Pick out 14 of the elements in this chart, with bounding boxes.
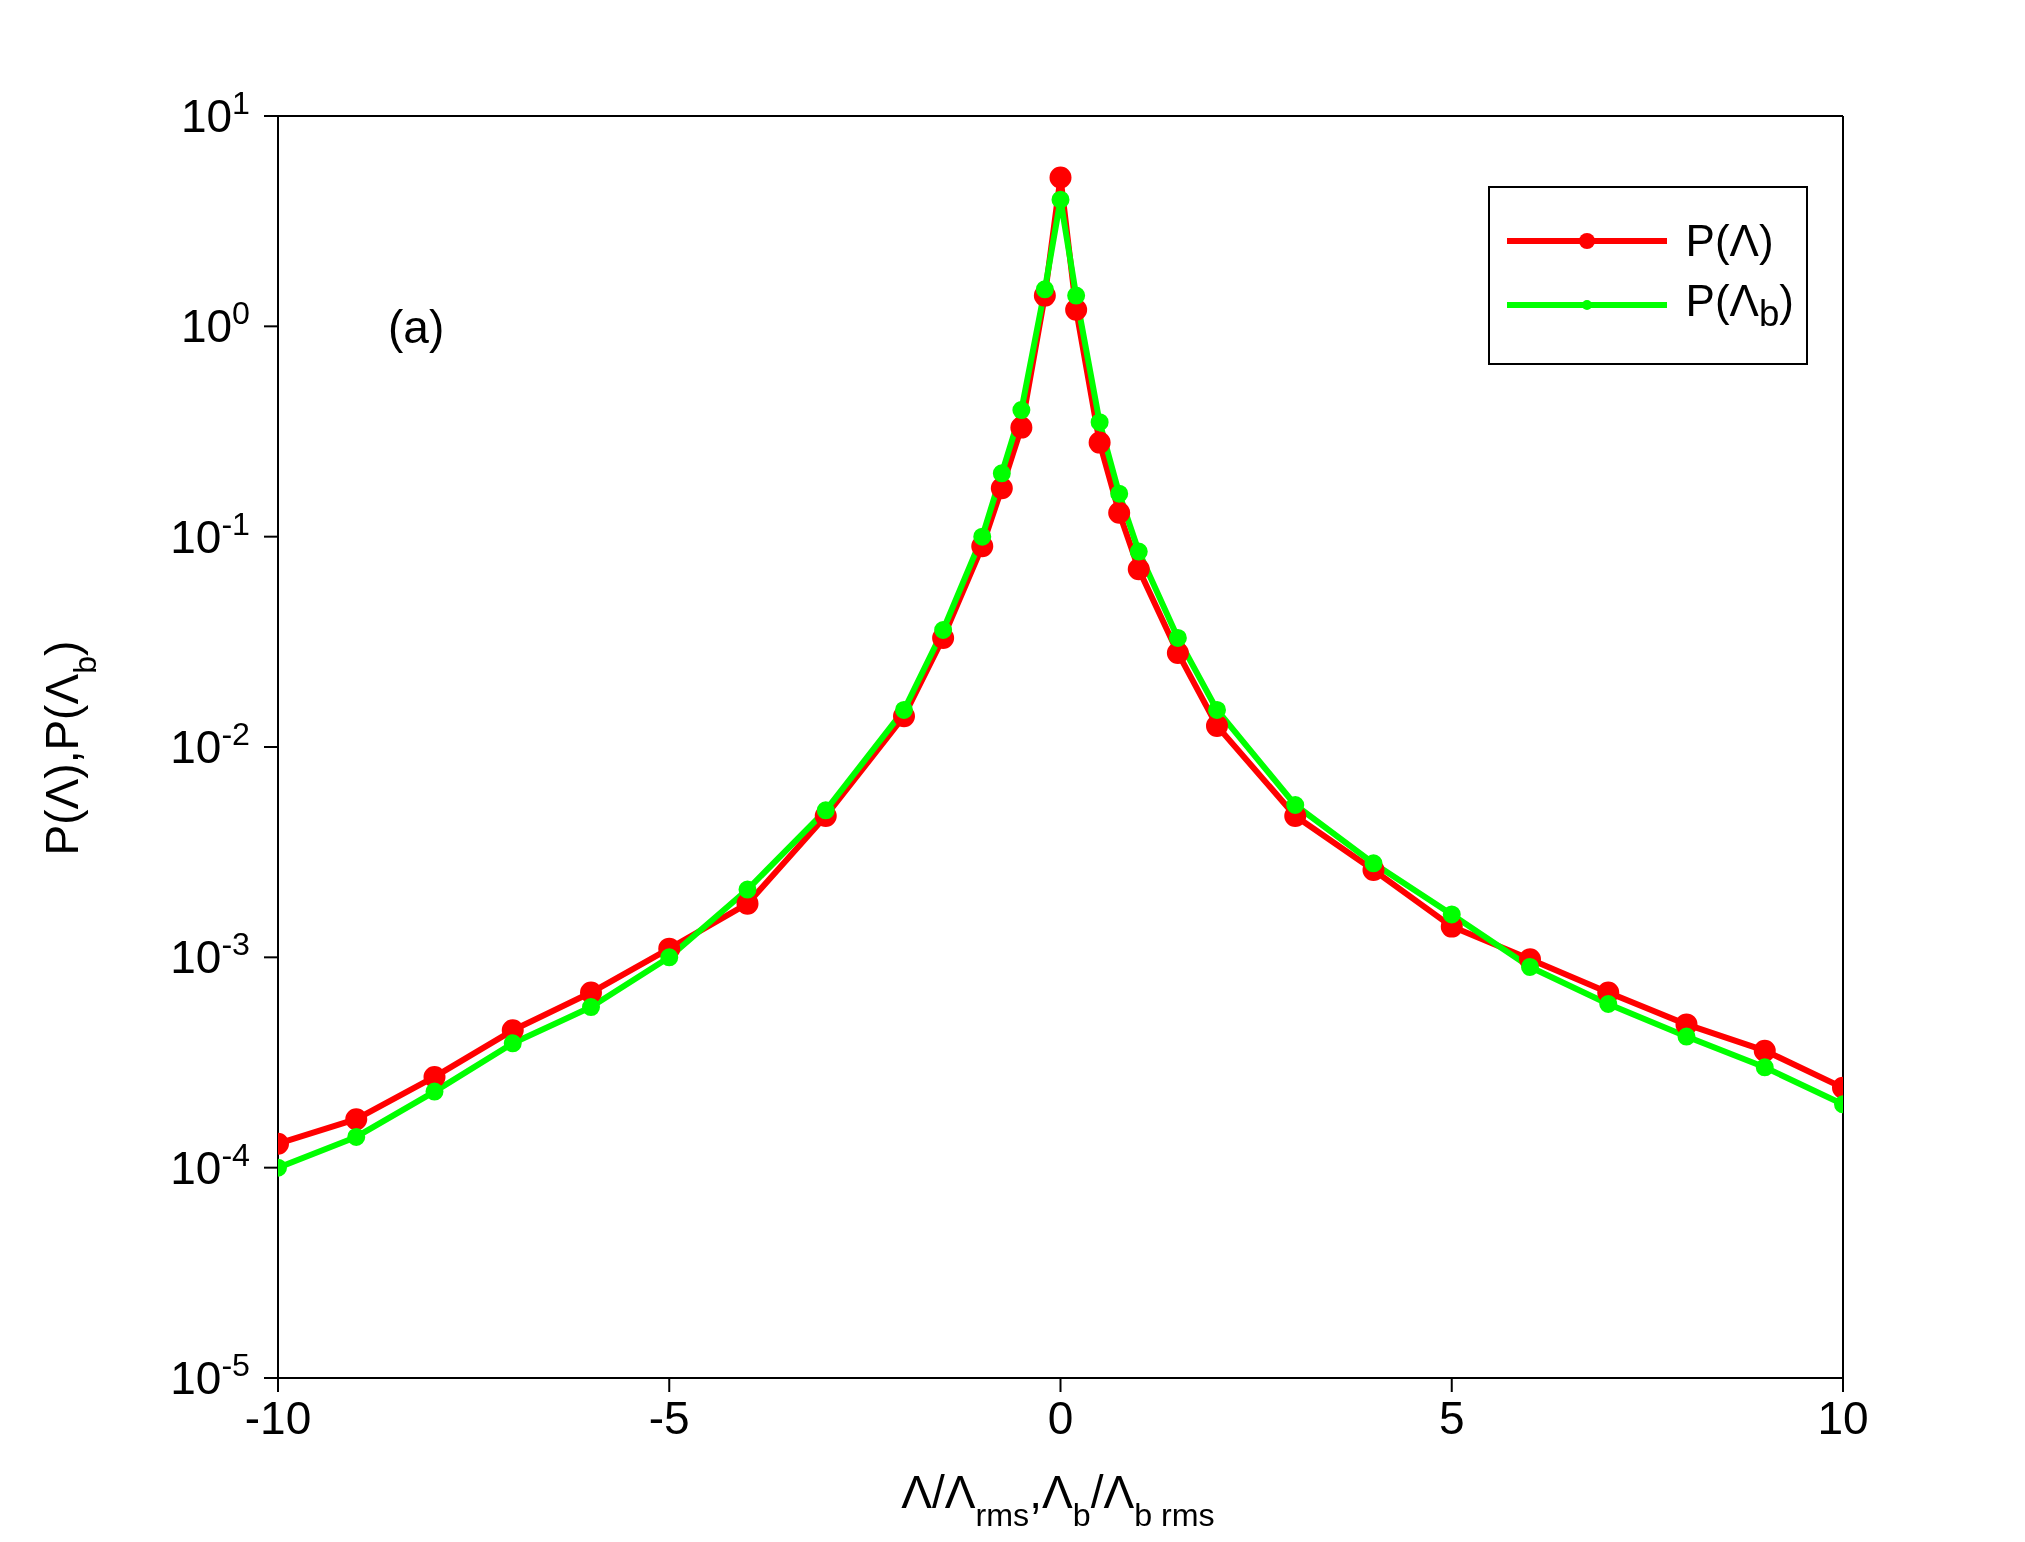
y-tick-label: 10$^{-2}$ <box>170 716 250 773</box>
x-tick-label: 10 <box>1817 1392 1869 1444</box>
y-tick-label: 10$^{-3}$ <box>170 926 250 984</box>
annotation: (a) <box>388 301 445 353</box>
x-axis-title: Λ/Λ$_{rms}$,Λ$_{b}$/Λ$_{b rms}$ <box>901 1466 1215 1533</box>
x-tick-label: 0 <box>1047 1392 1074 1444</box>
legend-label: P(Λ) <box>1685 216 1774 266</box>
x-tick-label: -5 <box>648 1392 690 1444</box>
x-tick-label: 5 <box>1438 1392 1465 1444</box>
legend-label: P(Λ$_{b}$) <box>1685 276 1794 335</box>
y-tick-label: 10$^{-4}$ <box>170 1136 250 1194</box>
y-tick-label: 10$^{-1}$ <box>170 505 250 563</box>
y-tick-label: 10$^{0}$ <box>180 295 250 353</box>
y-tick-label: 10$^{1}$ <box>180 85 250 142</box>
